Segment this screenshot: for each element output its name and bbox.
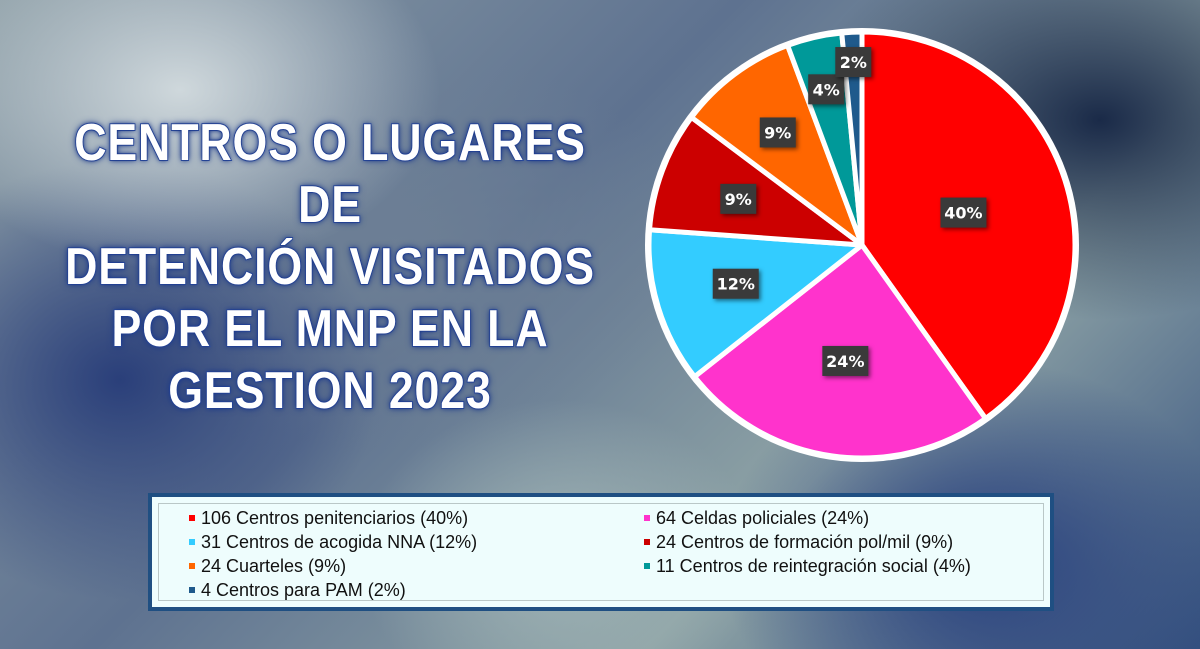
data-label-box bbox=[759, 117, 796, 148]
data-label-box bbox=[712, 268, 759, 299]
data-label-text: 2% bbox=[840, 53, 867, 72]
title-line: CENTROS O LUGARES DE bbox=[73, 113, 586, 235]
legend-item: 4 Centros para PAM (2%) bbox=[189, 578, 644, 602]
legend-label: 24 Centros de formación pol/mil (9%) bbox=[656, 531, 954, 552]
data-label-box bbox=[720, 183, 757, 214]
data-label: 9% bbox=[720, 183, 757, 214]
legend-swatch bbox=[189, 587, 195, 593]
legend-item: 106 Centros penitenciarios (40%) bbox=[189, 506, 644, 530]
legend-item: 24 Centros de formación pol/mil (9%) bbox=[644, 530, 1043, 554]
legend-swatch bbox=[189, 563, 195, 569]
legend-label: 64 Celdas policiales (24%) bbox=[656, 507, 870, 528]
title-line: GESTION 2023 bbox=[167, 361, 492, 421]
data-label-text: 9% bbox=[764, 123, 791, 142]
legend-swatch bbox=[644, 563, 650, 569]
legend-grid: 106 Centros penitenciarios (40%) 64 Celda… bbox=[158, 503, 1044, 601]
legend: 106 Centros penitenciarios (40%) 64 Celda… bbox=[148, 493, 1054, 611]
data-label: 2% bbox=[835, 47, 872, 78]
pie-slice bbox=[646, 227, 865, 380]
data-label-text: 24% bbox=[826, 352, 864, 371]
legend-swatch bbox=[189, 539, 195, 545]
data-label: 9% bbox=[759, 117, 796, 148]
legend-item: 64 Celdas policiales (24%) bbox=[644, 506, 1043, 530]
legend-label: 31 Centros de acogida NNA (12%) bbox=[201, 531, 478, 552]
data-label-text: 4% bbox=[813, 80, 840, 99]
data-label-text: 40% bbox=[944, 204, 982, 223]
pie-slice bbox=[647, 114, 865, 248]
legend-item: 11 Centros de reintegración social (4%) bbox=[644, 554, 1043, 578]
data-label-box bbox=[822, 345, 869, 376]
data-label-text: 9% bbox=[725, 190, 752, 209]
data-label: 40% bbox=[940, 197, 987, 228]
pie-slice bbox=[839, 29, 865, 248]
data-label-box bbox=[808, 74, 845, 105]
legend-label: 4 Centros para PAM (2%) bbox=[201, 579, 406, 600]
legend-label: 11 Centros de reintegración social (4%) bbox=[656, 555, 971, 576]
data-label-box bbox=[835, 47, 872, 78]
data-label-box bbox=[940, 197, 987, 228]
legend-item: 24 Cuarteles (9%) bbox=[189, 554, 644, 578]
data-label: 24% bbox=[822, 345, 869, 376]
chart-title: CENTROS O LUGARES DE DETENCIÓN VISITADOS… bbox=[63, 112, 596, 422]
legend-swatch bbox=[644, 539, 650, 545]
title-line: DETENCIÓN VISITADOS bbox=[64, 237, 595, 297]
legend-swatch bbox=[644, 515, 650, 521]
legend-label: 24 Cuarteles (9%) bbox=[201, 555, 347, 576]
data-label: 12% bbox=[712, 268, 759, 299]
legend-swatch bbox=[189, 515, 195, 521]
title-line: POR EL MNP EN LA bbox=[111, 299, 549, 359]
data-label-text: 12% bbox=[717, 275, 755, 294]
data-label: 4% bbox=[808, 74, 845, 105]
legend-label: 106 Centros penitenciarios (40%) bbox=[201, 507, 469, 528]
legend-item: 31 Centros de acogida NNA (12%) bbox=[189, 530, 644, 554]
